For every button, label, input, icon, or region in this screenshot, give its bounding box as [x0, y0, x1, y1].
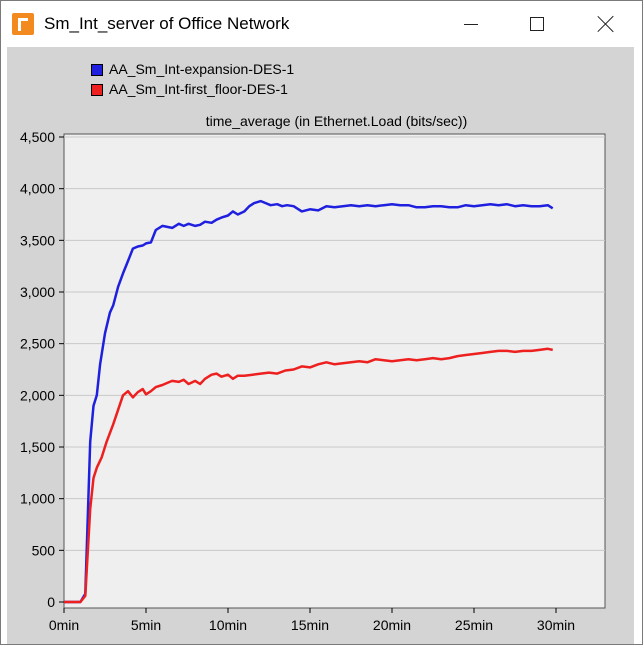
plot-area: [63, 133, 606, 609]
y-tick-label: 4,500: [20, 129, 55, 145]
chart-title: time_average (in Ethernet.Load (bits/sec…: [206, 113, 467, 129]
legend-swatch-blue: [91, 64, 103, 76]
y-tick-label: 4,000: [20, 181, 55, 197]
x-tick-label: 15min: [291, 617, 329, 633]
y-tick-label: 500: [32, 542, 56, 558]
maximize-icon: [530, 17, 544, 31]
x-tick-label: 5min: [131, 617, 161, 633]
series-line-0: [64, 199, 554, 604]
window-title: Sm_Int_server of Office Network: [44, 14, 290, 33]
y-tick-label: 2,500: [20, 336, 55, 352]
title-bar[interactable]: Sm_Int_server of Office Network: [1, 1, 642, 47]
x-tick-label: 25min: [455, 617, 493, 633]
y-tick-label: 1,000: [20, 491, 55, 507]
y-tick-label: 3,500: [20, 232, 55, 248]
x-tick-label: 30min: [537, 617, 575, 633]
legend-label-first-floor: AA_Sm_Int-first_floor-DES-1: [109, 81, 288, 97]
legend-label-expansion: AA_Sm_Int-expansion-DES-1: [109, 61, 295, 77]
y-tick-label: 0: [47, 594, 55, 610]
minimize-button[interactable]: [448, 1, 494, 47]
maximize-button[interactable]: [514, 1, 560, 47]
legend-swatch-red: [91, 84, 103, 96]
series-line-1: [64, 347, 553, 604]
minimize-icon: [464, 24, 478, 25]
x-tick-label: 0min: [49, 617, 79, 633]
x-tick-label: 20min: [373, 617, 411, 633]
opnet-icon: [12, 13, 34, 35]
y-tick-label: 3,000: [20, 284, 55, 300]
x-tick-label: 10min: [209, 617, 247, 633]
y-tick-label: 1,500: [20, 439, 55, 455]
y-tick-label: 2,000: [20, 387, 55, 403]
